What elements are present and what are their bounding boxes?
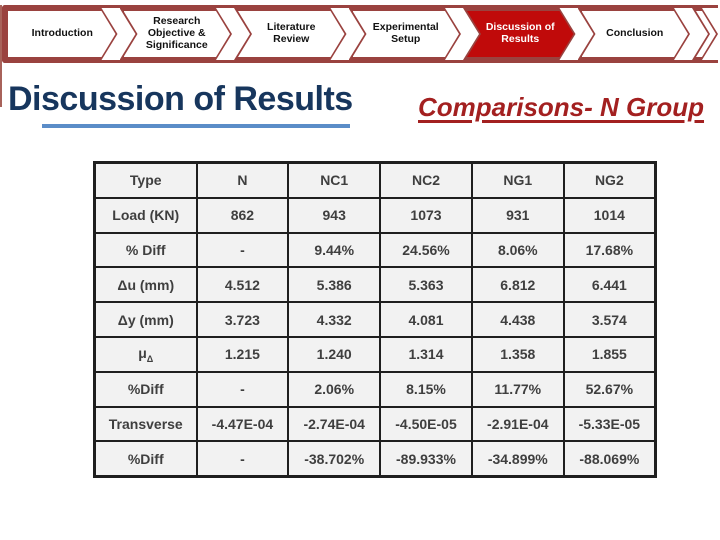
table-cell: 6.441	[562, 266, 657, 304]
table-cell: 931	[470, 196, 565, 234]
table-header-cell: N	[195, 161, 290, 199]
nav-item-experimental-setup[interactable]: Experimental Setup	[349, 8, 462, 60]
chevron-fill	[8, 11, 116, 57]
table-row: μΔ 1.215 1.240 1.314 1.358 1.855	[93, 335, 657, 373]
nav-arrow-tip-icon	[692, 8, 718, 60]
nav-item-label: Experimental Setup	[372, 21, 439, 45]
row-label-cell: μΔ	[93, 335, 198, 373]
table-header-cell: Type	[93, 161, 198, 199]
nav-item-label: Discussion of Results	[485, 21, 555, 45]
row-label-cell: Δu (mm)	[93, 266, 198, 304]
chevron-fill	[353, 11, 460, 57]
table-row: %Diff -2.06% 8.15% 11.77% 52.67%	[93, 370, 657, 408]
table-header-row: Type N NC1 NC2 NG1 NG2	[93, 161, 657, 199]
table-row: Transverse -4.47E-04 -2.74E-04 -4.50E-05 -2.…	[93, 405, 657, 443]
table-cell: 17.68%	[562, 231, 657, 269]
nav-item-label: Literature Review	[267, 21, 316, 45]
chevron-fill	[467, 11, 574, 57]
table-row: Δy (mm) 3.723 4.332 4.081 4.438 3.574	[93, 301, 657, 338]
page-title: Discussion of Results	[8, 80, 353, 118]
table-cell: -2.74E-04	[287, 405, 382, 443]
table-header-cell: NG2	[562, 161, 657, 199]
table-cell: 4.438	[470, 301, 565, 338]
table-cell: -	[195, 231, 290, 269]
table-cell: -4.47E-04	[195, 405, 290, 443]
table-cell: -4.50E-05	[379, 405, 473, 443]
table-cell: -2.91E-04	[470, 405, 565, 443]
table-cell: 5.363	[379, 266, 473, 304]
table-cell: -88.069%	[562, 440, 657, 478]
table-cell: -89.933%	[379, 440, 473, 478]
table-cell: 4.512	[195, 266, 290, 304]
table-cell: -38.702%	[287, 440, 382, 478]
row-label-cell: %Diff	[93, 440, 198, 478]
table-cell: 5.386	[287, 266, 382, 304]
table-cell: -34.899%	[470, 440, 565, 478]
table-cell: 3.574	[562, 301, 657, 338]
table-cell: 1.240	[287, 335, 382, 373]
row-label-cell: Δy (mm)	[93, 301, 198, 338]
table-cell: 1073	[379, 196, 473, 234]
table-cell: 24.56%	[379, 231, 473, 269]
nav-item-conclusion[interactable]: Conclusion	[578, 8, 691, 60]
table-cell: 8.15%	[379, 370, 473, 408]
table-cell: 1.314	[379, 335, 473, 373]
row-label-cell: % Diff	[93, 231, 198, 269]
table-cell: 11.77%	[470, 370, 565, 408]
nav-item-introduction[interactable]: Introduction	[5, 8, 118, 60]
table-row: Load (KN) 862 943 1073 931 1014	[93, 196, 657, 234]
nav-item-label: Research Objective & Significance	[145, 15, 208, 51]
row-label-cell: %Diff	[93, 370, 198, 408]
table-cell: 943	[287, 196, 382, 234]
results-table: Type N NC1 NC2 NG1 NG2 Load (KN) 862 943 1073 931 1…	[93, 161, 657, 479]
table-cell: 862	[195, 196, 290, 234]
nav-item-literature-review[interactable]: Literature Review	[234, 8, 347, 60]
table-header-cell: NG1	[470, 161, 565, 199]
table-cell: -	[195, 440, 290, 478]
slide-frame-accent	[0, 5, 2, 107]
table-cell: 52.67%	[562, 370, 657, 408]
chevron-fill	[582, 11, 689, 57]
nav-item-label: Conclusion	[606, 27, 664, 40]
table-header-cell: NC2	[379, 161, 473, 199]
chevron-fill	[238, 11, 345, 57]
nav-item-discussion-of-results[interactable]: Discussion of Results	[463, 8, 576, 60]
nav-item-label: Introduction	[31, 27, 93, 40]
slide-subtitle: Comparisons- N Group	[418, 92, 705, 122]
table-cell: 4.081	[379, 301, 473, 338]
table-cell: 4.332	[287, 301, 382, 338]
row-label-cell: Transverse	[93, 405, 198, 443]
table-cell: -	[195, 370, 290, 408]
table-cell: 9.44%	[287, 231, 382, 269]
nav-item-research-objective-significance[interactable]: Research Objective & Significance	[120, 8, 233, 60]
results-table-body: Type N NC1 NC2 NG1 NG2 Load (KN) 862 943 1073 931 1…	[93, 161, 657, 478]
table-cell: 3.723	[195, 301, 290, 338]
table-cell: 1.855	[562, 335, 657, 373]
table-header-cell: NC1	[287, 161, 382, 199]
table-row: %Diff - -38.702% -89.933% -34.899% -88.069%	[93, 440, 657, 478]
table-cell: -5.33E-05	[562, 405, 657, 443]
table-cell: 1014	[562, 196, 657, 234]
chevron-fill	[124, 11, 231, 57]
table-cell: 2.06%	[287, 370, 382, 408]
table-cell: 6.812	[470, 266, 565, 304]
row-label-cell: Load (KN)	[93, 196, 198, 234]
process-nav: Introduction Research Objective & Signifi…	[2, 5, 718, 63]
table-cell: 8.06%	[470, 231, 565, 269]
title-underline	[42, 124, 350, 128]
table-cell: 1.215	[195, 335, 290, 373]
table-cell: 1.358	[470, 335, 565, 373]
table-row: Δu (mm) 4.512 5.386 5.363 6.812 6.441	[93, 266, 657, 304]
table-row: % Diff -9.44% 24.56% 8.06% 17.68%	[93, 231, 657, 269]
